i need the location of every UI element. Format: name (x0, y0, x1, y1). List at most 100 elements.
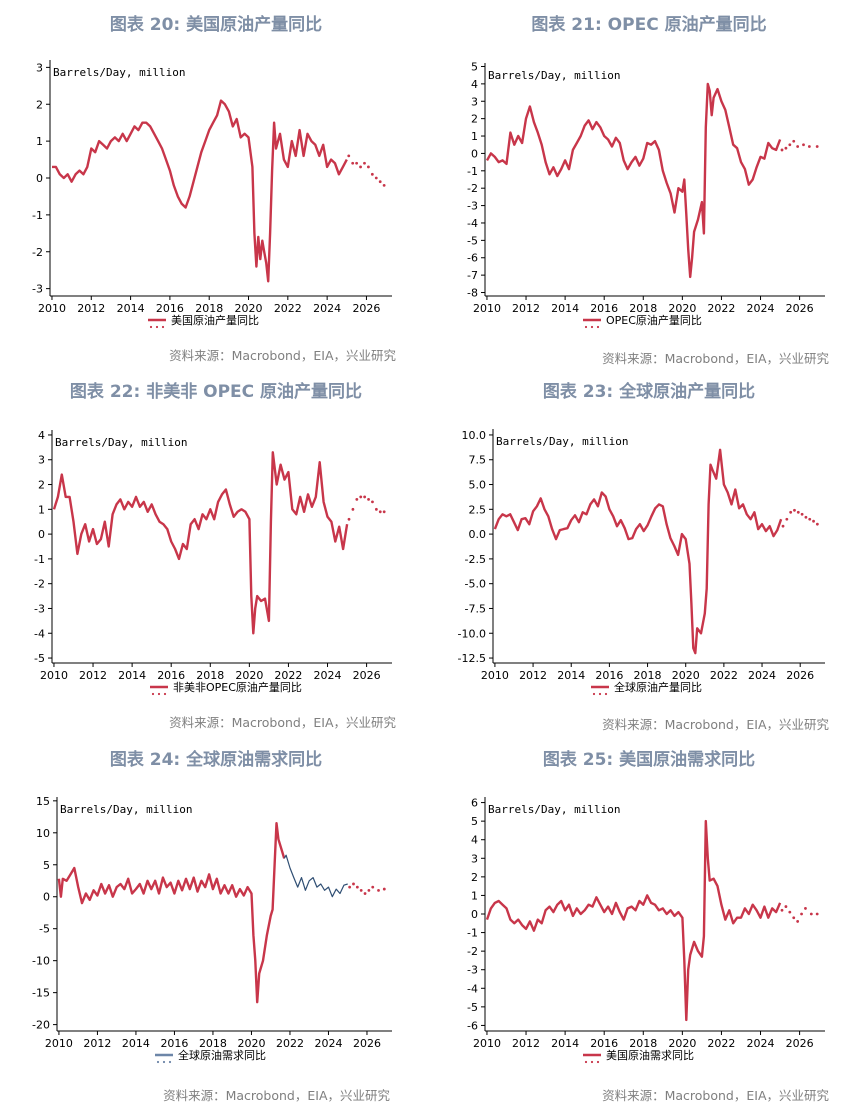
x-tick-label: 2020 (235, 669, 263, 682)
source-note: 资料来源：Macrobond，EIA，兴业研究 (169, 715, 396, 730)
forecast-point (348, 885, 352, 889)
y-tick-label: 3 (36, 61, 43, 74)
forecast-point (367, 888, 371, 892)
forecast-point (780, 148, 784, 152)
y-axis-label: Barrels/Day, million (488, 69, 620, 82)
y-tick-label: -3 (34, 602, 45, 615)
y-axis-label: Barrels/Day, million (496, 435, 628, 448)
y-tick-label: -5 (34, 652, 45, 665)
y-tick-label: 0 (471, 908, 478, 921)
y-tick-label: 2 (38, 479, 45, 492)
x-tick-label: 2026 (353, 669, 381, 682)
source-note: 资料来源：Macrobond，EIA，兴业研究 (169, 348, 396, 363)
x-tick-label: 2016 (590, 302, 618, 315)
y-tick-label: 4 (471, 78, 478, 91)
x-tick-label: 2018 (199, 1037, 227, 1050)
series-line-actual (485, 819, 782, 1022)
forecast-point (807, 145, 811, 148)
legend-marker-dot (598, 692, 602, 696)
forecast-point (355, 885, 359, 889)
x-tick-label: 2010 (473, 302, 501, 315)
x-tick-label: 2016 (160, 1037, 188, 1050)
forecast-point (809, 912, 813, 916)
y-tick-label: 1 (36, 135, 43, 148)
y-tick-label: -8 (467, 287, 478, 300)
chart-panel-22: 图表 22: 非美非 OPEC 原油产量同比 4 3 2 1 0 -1 -2 -3 -4 -5 20… (0, 367, 432, 738)
x-tick-label: 2016 (590, 1037, 618, 1050)
legend-marker-dot (156, 1060, 160, 1064)
forecast-point (808, 517, 812, 521)
y-axis-label: Barrels/Day, million (488, 803, 620, 816)
legend-marker-dot (151, 692, 155, 696)
x-tick-label: 2026 (786, 669, 814, 682)
forecast-point (377, 888, 380, 892)
x-tick-label: 2012 (77, 302, 105, 315)
legend-marker-dot (155, 325, 159, 329)
forecast-point (363, 495, 367, 499)
x-tick-label: 2026 (353, 1037, 381, 1050)
chart-svg: 6 5 4 3 2 1 0 -1 -2 -3 -4 -5 -6 2010 2012 2014 2016 2018 2… (467, 797, 825, 1064)
y-tick-label: 5 (471, 815, 478, 828)
forecast-point (780, 908, 784, 912)
y-tick-label: -2 (467, 182, 478, 195)
y-tick-label: -15 (32, 987, 50, 1000)
forecast-point (788, 143, 792, 147)
legend-label: 美国原油需求同比 (606, 1048, 694, 1062)
forecast-point (796, 145, 800, 148)
forecast-point (804, 907, 807, 910)
x-tick-label: 2012 (512, 1037, 540, 1050)
forecast-point (367, 165, 370, 169)
x-tick-label: 2020 (668, 1037, 696, 1050)
y-tick-label: 5 (43, 859, 50, 872)
series-line-actual (485, 82, 782, 279)
forecast-point (785, 517, 789, 521)
x-tick-label: 2016 (595, 669, 623, 682)
legend-marker-dot (590, 325, 594, 329)
legend-label: 全球原油产量同比 (614, 680, 702, 694)
y-tick-label: -6 (467, 252, 478, 265)
y-tick-label: 3 (38, 454, 45, 467)
x-tick-label: 2018 (629, 302, 657, 315)
forecast-point (789, 510, 793, 514)
x-tick-label: 2010 (473, 1037, 501, 1050)
forecast-point (371, 500, 374, 504)
legend-marker-dot (161, 325, 165, 329)
forecast-point (363, 161, 366, 165)
x-tick-label: 2026 (786, 1037, 814, 1050)
chart-panel-21: 图表 21: OPEC 原油产量同比 5 4 3 2 1 0 -1 -2 -3 -4 -5 -6 -7 -… (433, 0, 865, 371)
chart-title: 图表 24: 全球原油需求同比 (109, 750, 323, 770)
chart-title: 图表 23: 全球原油产量同比 (542, 382, 756, 402)
y-axis-label: Barrels/Day, million (60, 803, 192, 816)
y-tick-label: -2 (34, 578, 45, 591)
source-note: 资料来源：Macrobond，EIA，兴业研究 (602, 1088, 829, 1103)
y-tick-label: 0 (38, 528, 45, 541)
y-tick-label: 1 (471, 889, 478, 902)
x-tick-label: 2020 (237, 1037, 265, 1050)
legend-marker-dot (149, 325, 153, 329)
x-tick-label: 2014 (117, 302, 145, 315)
y-tick-label: -5.0 (465, 578, 486, 591)
forecast-point (378, 180, 382, 184)
forecast-point (792, 916, 796, 920)
x-tick-label: 2022 (707, 1037, 735, 1050)
x-tick-label: 2024 (748, 669, 776, 682)
forecast-point (352, 882, 355, 886)
chart-svg: 3 2 1 0 -1 -2 -3 2010 2012 2014 2016 2018 2020 2022 20… (32, 60, 392, 329)
forecast-point (355, 498, 359, 501)
legend-label: 非美非OPEC原油产量同比 (173, 680, 302, 694)
forecast-point (792, 139, 796, 143)
forecast-point (796, 510, 800, 514)
chart-svg: 15 10 5 0 -5 -10 -15 -20 2010 2012 2014 2016 2018 202… (32, 795, 392, 1064)
series-line-actual-recent (283, 854, 348, 898)
series-line-actual (52, 451, 349, 635)
x-tick-label: 2014 (557, 669, 585, 682)
x-tick-label: 2016 (156, 302, 184, 315)
x-tick-label: 2022 (276, 1037, 304, 1050)
forecast-point (812, 519, 815, 523)
series-line-actual (52, 99, 348, 283)
x-tick-label: 2014 (551, 302, 579, 315)
chart-svg: 4 3 2 1 0 -1 -2 -3 -4 -5 2010 2012 2014 2016 2018 2020 2… (34, 429, 392, 696)
y-tick-label: -3 (467, 200, 478, 213)
x-tick-label: 2020 (672, 669, 700, 682)
chart-panel-20: 图表 20: 美国原油产量同比 3 2 1 0 -1 -2 -3 2010 2012 2014 20… (0, 0, 432, 371)
